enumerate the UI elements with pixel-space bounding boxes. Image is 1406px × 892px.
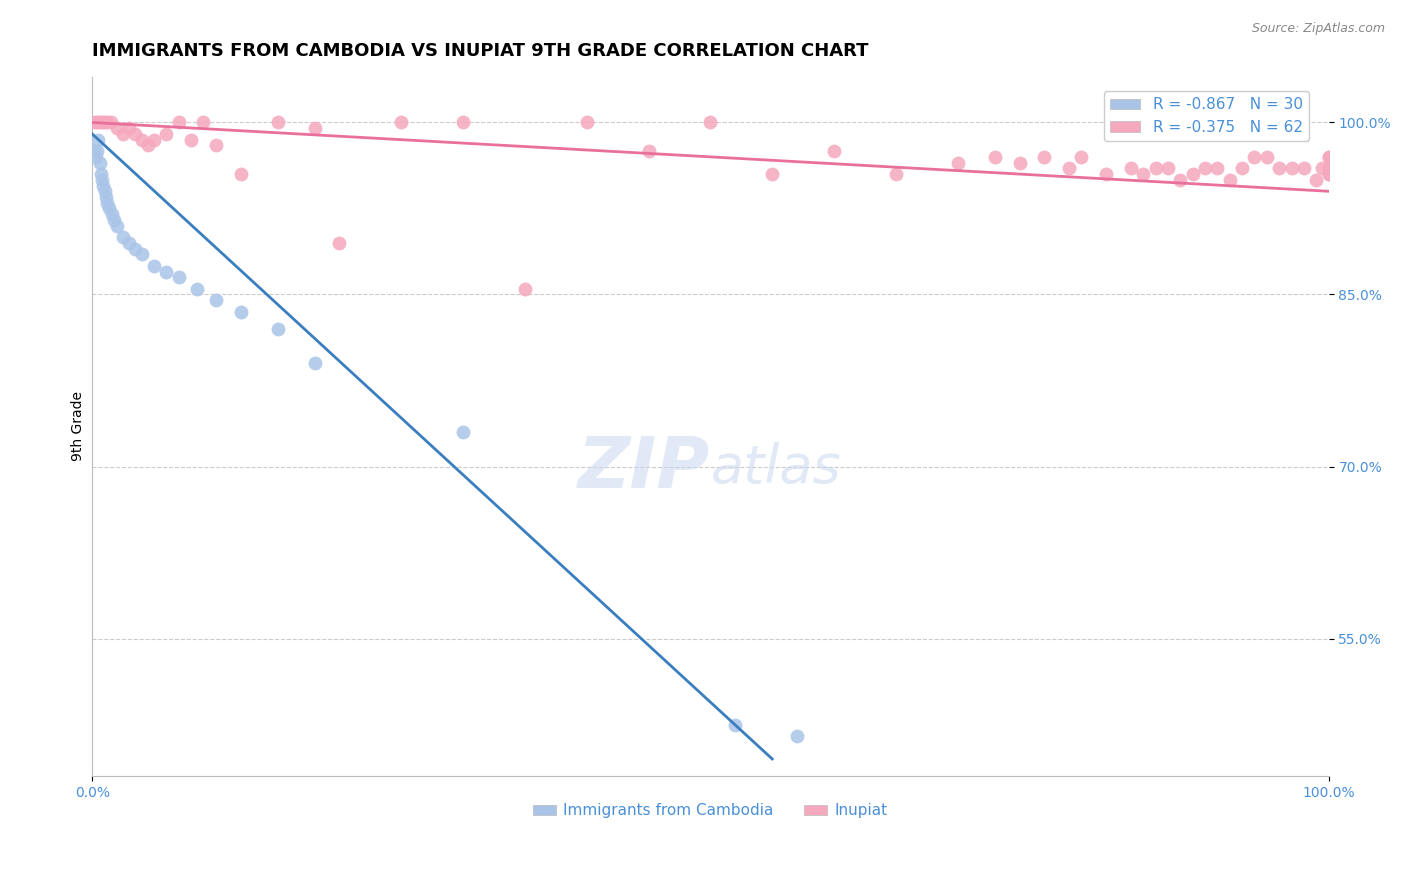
Point <box>1057 161 1080 176</box>
Point <box>1317 167 1340 181</box>
Point <box>96 115 118 129</box>
Point <box>91 173 114 187</box>
Point <box>112 230 135 244</box>
Point <box>1305 173 1327 187</box>
Point <box>105 121 128 136</box>
Point <box>1317 161 1340 176</box>
Point <box>1312 161 1334 176</box>
Point <box>451 115 474 129</box>
Point <box>304 121 326 136</box>
Point <box>229 304 252 318</box>
Point <box>1157 161 1180 176</box>
Point <box>1317 167 1340 181</box>
Point <box>984 150 1007 164</box>
Point <box>100 115 122 129</box>
Point <box>1194 161 1216 176</box>
Point <box>1281 161 1303 176</box>
Text: IMMIGRANTS FROM CAMBODIA VS INUPIAT 9TH GRADE CORRELATION CHART: IMMIGRANTS FROM CAMBODIA VS INUPIAT 9TH … <box>93 42 869 60</box>
Point <box>1168 173 1191 187</box>
Point <box>96 195 118 210</box>
Point <box>1095 167 1118 181</box>
Point <box>105 219 128 233</box>
Point <box>328 235 350 250</box>
Point <box>1292 161 1315 176</box>
Point <box>205 293 228 308</box>
Point <box>193 115 215 129</box>
Point <box>1230 161 1253 176</box>
Point <box>131 133 153 147</box>
Point <box>167 115 190 129</box>
Point <box>1008 155 1031 169</box>
Point <box>93 115 115 129</box>
Point <box>884 167 907 181</box>
Point <box>143 133 166 147</box>
Point <box>205 138 228 153</box>
Point <box>1317 161 1340 176</box>
Point <box>513 282 536 296</box>
Point <box>186 282 208 296</box>
Point <box>1033 150 1056 164</box>
Point <box>1144 161 1167 176</box>
Point <box>103 213 125 227</box>
Point <box>266 322 288 336</box>
Point <box>118 121 141 136</box>
Point <box>946 155 969 169</box>
Point <box>94 190 117 204</box>
Point <box>86 115 108 129</box>
Text: atlas: atlas <box>710 442 841 494</box>
Point <box>124 127 146 141</box>
Legend: Immigrants from Cambodia, Inupiat: Immigrants from Cambodia, Inupiat <box>527 797 894 824</box>
Point <box>786 729 808 743</box>
Point <box>86 144 108 158</box>
Point <box>84 150 107 164</box>
Point <box>1206 161 1229 176</box>
Point <box>823 144 845 158</box>
Point <box>89 115 111 129</box>
Point <box>143 259 166 273</box>
Point <box>389 115 412 129</box>
Point <box>699 115 721 129</box>
Point <box>724 717 747 731</box>
Point <box>118 235 141 250</box>
Point <box>1268 161 1291 176</box>
Point <box>180 133 202 147</box>
Point <box>131 247 153 261</box>
Point <box>1256 150 1278 164</box>
Point <box>89 155 111 169</box>
Point <box>229 167 252 181</box>
Point <box>98 202 121 216</box>
Point <box>1070 150 1092 164</box>
Text: ZIP: ZIP <box>578 434 710 503</box>
Point <box>136 138 159 153</box>
Point <box>90 167 112 181</box>
Point <box>304 356 326 370</box>
Point <box>1219 173 1241 187</box>
Point <box>1243 150 1265 164</box>
Point <box>112 127 135 141</box>
Point <box>1317 150 1340 164</box>
Point <box>1119 161 1142 176</box>
Point <box>101 207 124 221</box>
Y-axis label: 9th Grade: 9th Grade <box>72 392 86 461</box>
Point <box>83 144 105 158</box>
Point <box>155 264 177 278</box>
Text: Source: ZipAtlas.com: Source: ZipAtlas.com <box>1251 22 1385 36</box>
Point <box>83 115 105 129</box>
Point <box>93 184 115 198</box>
Point <box>91 178 114 193</box>
Point <box>91 115 114 129</box>
Point <box>87 133 110 147</box>
Point <box>266 115 288 129</box>
Point <box>167 270 190 285</box>
Point <box>1181 167 1204 181</box>
Point <box>637 144 659 158</box>
Point <box>155 127 177 141</box>
Point <box>1317 150 1340 164</box>
Point <box>451 425 474 439</box>
Point <box>761 167 783 181</box>
Point <box>124 242 146 256</box>
Point <box>1132 167 1154 181</box>
Point <box>575 115 598 129</box>
